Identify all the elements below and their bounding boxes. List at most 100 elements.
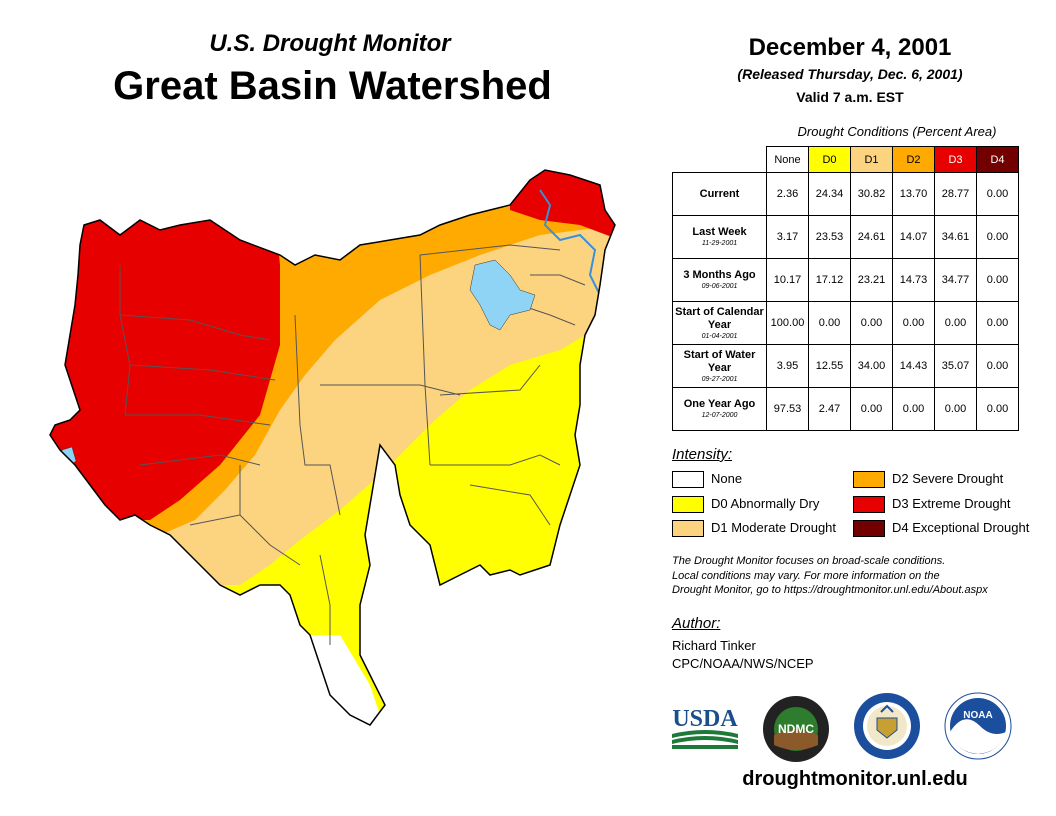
table-cell: 0.00 [976, 387, 1019, 431]
drought-map [49, 169, 616, 726]
table-header-row: None D0 D1 D2 D3 D4 [672, 146, 1019, 173]
website-link[interactable]: droughtmonitor.unl.edu [742, 768, 968, 790]
legend-item-none: None [672, 470, 743, 489]
table-corner [672, 146, 767, 173]
row-label-text: Start of Calendar Year [675, 305, 764, 331]
table-cell: 24.34 [808, 172, 851, 216]
legend-swatch-d1 [672, 520, 704, 538]
table-cell: 34.61 [934, 215, 977, 259]
note-line-2: Local conditions may vary. For more info… [672, 569, 940, 582]
table-cell: 13.70 [892, 172, 935, 216]
row-label: Current [672, 172, 767, 216]
row-date: 09-06-2001 [701, 283, 738, 290]
table-row: One Year Ago 12-07-2000 97.53 2.47 0.00 0.00 0… [672, 387, 1019, 431]
table-cell: 0.00 [892, 387, 935, 431]
drought-conditions-table: None D0 D1 D2 D3 D4 Current 2.36 24.34 30.8… [672, 146, 1019, 431]
row-date: 11-29-2001 [701, 240, 738, 247]
table-cell: 14.07 [892, 215, 935, 259]
col-header-d2: D2 [892, 146, 935, 173]
noaa-logo: NOAA [944, 692, 1012, 760]
ndmc-logo-text: NDMC [778, 722, 814, 736]
legend-label-d3: D3 Extreme Drought [892, 496, 1011, 511]
row-date: 12-07-2000 [701, 412, 738, 419]
legend-label-d2: D2 Severe Drought [892, 471, 1004, 486]
map-date: December 4, 2001 [748, 34, 952, 61]
table-cell: 28.77 [934, 172, 977, 216]
table-cell: 35.07 [934, 344, 977, 388]
commerce-seal-logo [854, 693, 920, 759]
col-header-d0: D0 [808, 146, 851, 173]
col-header-d1: D1 [850, 146, 893, 173]
usda-logo-text: USDA [672, 706, 738, 732]
row-label: One Year Ago 12-07-2000 [672, 387, 767, 431]
note-line-3: Drought Monitor, go to https://droughtmo… [672, 584, 988, 596]
table-cell: 0.00 [850, 387, 893, 431]
legend-swatch-none [672, 471, 704, 489]
map-title: Great Basin Watershed [113, 64, 552, 108]
table-cell: 34.77 [934, 258, 977, 302]
table-cell: 0.00 [976, 301, 1019, 345]
row-label-text: Last Week [692, 226, 747, 238]
row-label-text: Current [699, 187, 740, 200]
legend-label-none: None [711, 471, 743, 486]
row-label: 3 Months Ago 09-06-2001 [672, 258, 767, 302]
legend-label-d4: D4 Exceptional Drought [892, 520, 1030, 535]
table-row: Current 2.36 24.34 30.82 13.70 28.77 0.00 [672, 172, 1019, 216]
author-label: Author: [672, 615, 721, 632]
table-cell: 2.36 [766, 172, 809, 216]
table-cell: 0.00 [850, 301, 893, 345]
row-label-text: 3 Months Ago [683, 269, 756, 281]
legend-swatch-d4 [853, 520, 885, 538]
table-cell: 0.00 [892, 301, 935, 345]
legend-label-d0: D0 Abnormally Dry [711, 496, 820, 511]
table-cell: 3.17 [766, 215, 809, 259]
table-cell: 0.00 [976, 172, 1019, 216]
noaa-logo-text: NOAA [963, 710, 992, 721]
table-cell: 0.00 [976, 258, 1019, 302]
table-cell: 2.47 [808, 387, 851, 431]
table-cell: 14.73 [892, 258, 935, 302]
table-cell: 23.21 [850, 258, 893, 302]
row-date: 09-27-2001 [701, 375, 738, 383]
table-cell: 30.82 [850, 172, 893, 216]
table-row: Last Week 11-29-2001 3.17 23.53 24.61 14.07 34… [672, 215, 1019, 259]
table-cell: 0.00 [976, 215, 1019, 259]
ndmc-logo: NDMC [763, 696, 829, 762]
row-label-text: Start of Water Year [683, 348, 756, 374]
col-header-d4: D4 [976, 146, 1019, 173]
legend-title: Intensity: [672, 446, 733, 463]
table-cell: 0.00 [808, 301, 851, 345]
great-salt-lake [469, 259, 536, 331]
table-row: 3 Months Ago 09-06-2001 10.17 17.12 23.21 14.… [672, 258, 1019, 302]
legend-swatch-d3 [853, 496, 885, 514]
legend-item-d2: D2 Severe Drought [853, 470, 1004, 489]
legend-swatch-d2 [853, 471, 885, 489]
table-cell: 24.61 [850, 215, 893, 259]
table-cell: 17.12 [808, 258, 851, 302]
legend-swatch-d0 [672, 496, 704, 514]
usda-logo: USDA [672, 706, 738, 749]
table-caption: Drought Conditions (Percent Area) [797, 124, 997, 139]
valid-time: Valid 7 a.m. EST [796, 89, 904, 105]
author-org: CPC/NOAA/NWS/NCEP [672, 656, 814, 671]
map-subtitle: U.S. Drought Monitor [209, 30, 451, 57]
table-cell: 34.00 [850, 344, 893, 388]
legend-item-d4: D4 Exceptional Drought [853, 519, 1030, 538]
row-label-text: One Year Ago [683, 398, 756, 410]
legend-label-d1: D1 Moderate Drought [711, 520, 837, 535]
row-label: Start of Water Year 09-27-2001 [672, 344, 767, 388]
author-name: Richard Tinker [672, 638, 756, 653]
table-cell: 100.00 [766, 301, 809, 345]
table-cell: 10.17 [766, 258, 809, 302]
table-cell: 14.43 [892, 344, 935, 388]
d3-region-west [50, 170, 280, 520]
row-label: Start of Calendar Year 01-04-2001 [672, 301, 767, 345]
row-date: 01-04-2001 [701, 332, 738, 340]
table-cell: 0.00 [934, 387, 977, 431]
table-row: Start of Water Year 09-27-2001 3.95 12.55 34… [672, 344, 1019, 388]
disclaimer-note: The Drought Monitor focuses on broad-sca… [672, 554, 1042, 598]
table-cell: 0.00 [976, 344, 1019, 388]
table-cell: 3.95 [766, 344, 809, 388]
table-row: Start of Calendar Year 01-04-2001 100.00 0.… [672, 301, 1019, 345]
legend-item-d0: D0 Abnormally Dry [672, 495, 820, 514]
